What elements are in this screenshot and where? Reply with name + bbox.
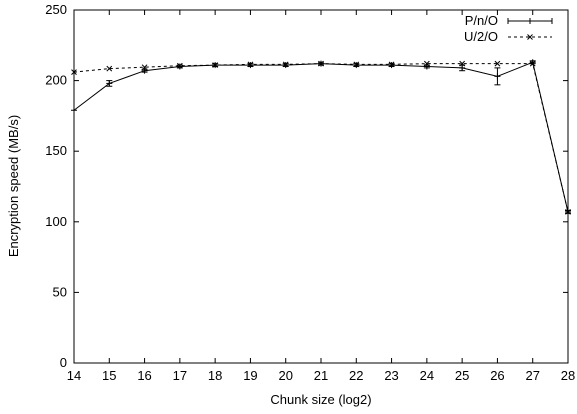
data-point xyxy=(565,209,571,215)
data-point xyxy=(106,80,113,87)
data-point xyxy=(318,60,324,67)
data-point xyxy=(282,61,289,68)
data-point xyxy=(141,67,148,74)
data-point xyxy=(71,107,77,114)
data-point xyxy=(212,62,218,68)
x-tick-label: 18 xyxy=(208,368,222,383)
x-axis-label: Chunk size (log2) xyxy=(270,392,371,407)
legend-marker-pno xyxy=(527,18,533,24)
x-tick-label: 14 xyxy=(67,368,81,383)
y-tick-label: 50 xyxy=(53,284,67,299)
data-point xyxy=(423,63,430,70)
data-point xyxy=(494,60,501,67)
y-tick-label: 150 xyxy=(45,143,67,158)
x-tick-label: 28 xyxy=(561,368,575,383)
data-point xyxy=(141,64,148,71)
y-tick-label: 250 xyxy=(45,2,67,17)
data-point xyxy=(106,65,113,72)
data-point xyxy=(353,61,360,68)
y-tick-label: 200 xyxy=(45,73,67,88)
x-tick-label: 25 xyxy=(455,368,469,383)
data-point xyxy=(247,61,254,68)
x-tick-label: 17 xyxy=(173,368,187,383)
x-tick-label: 20 xyxy=(278,368,292,383)
data-point xyxy=(494,73,501,80)
y-axis-label: Encryption speed (MB/s) xyxy=(6,115,21,257)
data-point xyxy=(459,60,465,67)
x-tick-label: 16 xyxy=(137,368,151,383)
x-tick-label: 26 xyxy=(490,368,504,383)
data-point xyxy=(388,61,395,68)
legend-label-u2o: U/2/O xyxy=(464,29,498,44)
legend-label-pno: P/n/O xyxy=(465,13,498,28)
data-point xyxy=(177,62,183,69)
y-tick-label: 100 xyxy=(45,214,67,229)
x-tick-label: 23 xyxy=(384,368,398,383)
data-point xyxy=(459,64,466,71)
legend-marker-u2o xyxy=(527,34,533,40)
x-tick-label: 22 xyxy=(349,368,363,383)
data-point xyxy=(424,60,430,67)
data-point xyxy=(529,60,536,67)
x-tick-label: 24 xyxy=(420,368,434,383)
series-layer xyxy=(71,59,571,215)
series-line-1 xyxy=(73,63,569,213)
series-line-0 xyxy=(73,61,569,213)
legend: P/n/O U/2/O xyxy=(464,13,553,44)
data-point xyxy=(71,69,77,75)
x-tick-label: 21 xyxy=(314,368,328,383)
x-tick-label: 15 xyxy=(102,368,116,383)
x-tick-label: 19 xyxy=(243,368,257,383)
x-tick-label: 27 xyxy=(525,368,539,383)
axis-ticks: 14 15 16 17 18 19 20 21 22 23 24 25 26 27 28 0 50 100 150 2… xyxy=(45,2,575,383)
y-tick-label: 0 xyxy=(60,355,67,370)
